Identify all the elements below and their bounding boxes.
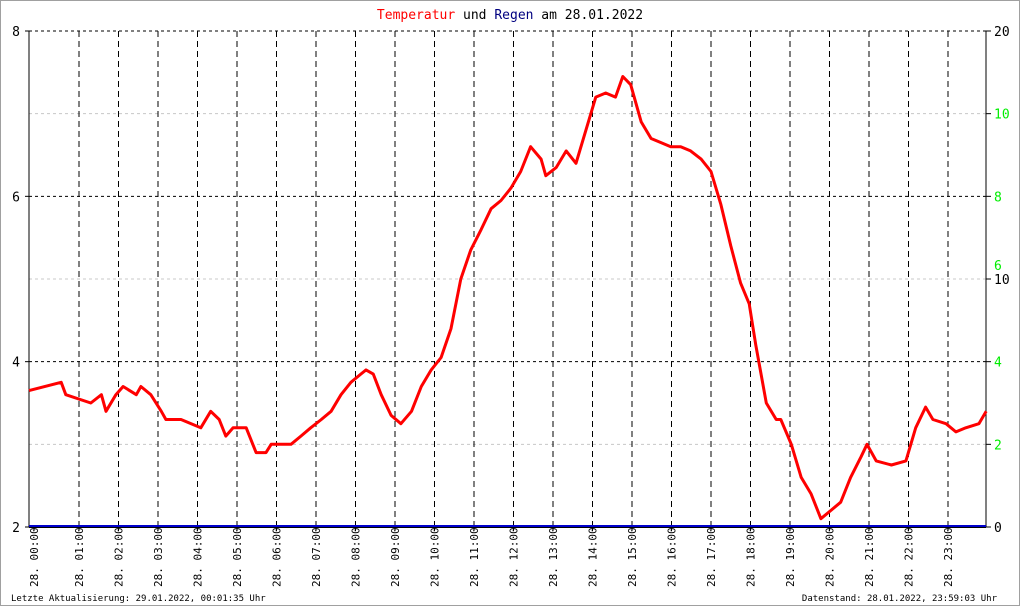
x-tick-label: 28. 23:00 xyxy=(942,527,955,587)
x-tick-label: 28. 00:00 xyxy=(28,527,41,587)
x-tick-label: 28. 04:00 xyxy=(192,527,205,587)
x-tick-label: 28. 07:00 xyxy=(310,527,323,587)
x-tick-label: 28. 22:00 xyxy=(903,527,916,587)
x-tick-label: 28. 20:00 xyxy=(824,527,837,587)
left-tick-label: 8 xyxy=(12,25,20,40)
x-tick-label: 28. 08:00 xyxy=(350,527,363,587)
right-green-tick-label: 8 xyxy=(994,190,1002,205)
x-tick-label: 28. 10:00 xyxy=(429,527,442,587)
x-tick-label: 28. 11:00 xyxy=(468,527,481,587)
x-tick-label: 28. 14:00 xyxy=(587,527,600,587)
x-tick-label: 28. 18:00 xyxy=(745,527,758,587)
data-status-text: Datenstand: 28.01.2022, 23:59:03 Uhr xyxy=(801,594,997,604)
left-tick-label: 4 xyxy=(12,356,20,371)
x-tick-label: 28. 12:00 xyxy=(508,527,521,587)
right-rain-tick-label: 10 xyxy=(994,273,1010,288)
x-tick-label: 28. 17:00 xyxy=(705,527,718,587)
x-tick-label: 28. 09:00 xyxy=(389,527,402,587)
right-green-tick-label: 6 xyxy=(994,259,1002,274)
right-green-tick-label: 10 xyxy=(994,108,1010,123)
last-update-text: Letzte Aktualisierung: 29.01.2022, 00:01… xyxy=(11,594,266,604)
right-green-tick-label: 4 xyxy=(994,356,1002,371)
left-tick-label: 2 xyxy=(12,521,20,536)
x-tick-label: 28. 15:00 xyxy=(626,527,639,587)
x-tick-label: 28. 13:00 xyxy=(547,527,560,587)
x-tick-label: 28. 02:00 xyxy=(113,527,126,587)
title-regen: Regen xyxy=(494,8,533,23)
x-tick-label: 28. 19:00 xyxy=(784,527,797,587)
right-rain-tick-label: 20 xyxy=(994,25,1010,40)
temperature-line xyxy=(28,75,988,521)
chart-title: Temperatur und Regen am 28.01.2022 xyxy=(377,8,643,23)
right-green-tick-label: 2 xyxy=(994,438,1002,453)
right-rain-tick-label: 0 xyxy=(994,521,1002,536)
x-tick-label: 28. 06:00 xyxy=(271,527,284,587)
title-und: und xyxy=(455,8,494,23)
x-tick-label: 28. 16:00 xyxy=(666,527,679,587)
title-date: am 28.01.2022 xyxy=(533,8,643,23)
left-tick-label: 6 xyxy=(12,190,20,205)
x-tick-label: 28. 03:00 xyxy=(152,527,165,587)
x-tick-label: 28. 21:00 xyxy=(863,527,876,587)
title-temperatur: Temperatur xyxy=(377,8,455,23)
x-tick-label: 28. 01:00 xyxy=(73,527,86,587)
x-tick-label: 28. 05:00 xyxy=(231,527,244,587)
